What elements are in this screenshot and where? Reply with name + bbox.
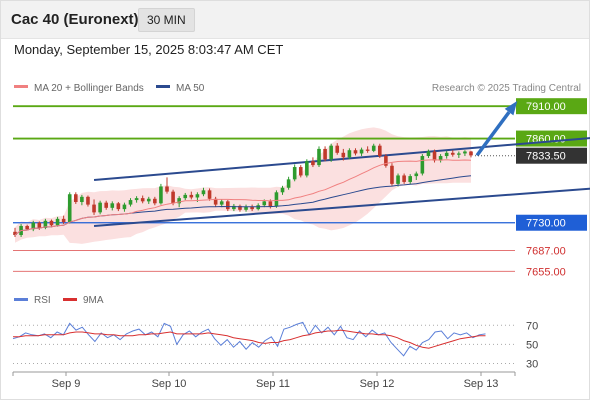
candle-body <box>451 153 455 155</box>
candle-body <box>74 194 78 202</box>
candle-body <box>123 205 127 210</box>
candle-body <box>262 201 266 205</box>
candle-body <box>104 203 108 208</box>
candle-body <box>202 190 206 194</box>
candle-body <box>171 192 175 204</box>
candle-body <box>329 146 333 160</box>
candle-body <box>153 199 157 204</box>
rsi-tick-label: 70 <box>526 320 538 332</box>
candle-body <box>366 150 370 151</box>
candle-body <box>354 150 358 153</box>
candle-body <box>220 201 224 204</box>
candle-body <box>269 201 273 206</box>
projection-arrow <box>477 112 509 155</box>
candle-body <box>390 166 394 184</box>
candle-body <box>427 152 431 157</box>
candle-body <box>457 153 461 154</box>
candle-body <box>402 175 406 181</box>
candle-body <box>378 146 382 156</box>
candle-body <box>92 205 96 213</box>
candle-body <box>165 186 169 191</box>
candle-body <box>117 203 121 209</box>
candle-body <box>226 201 230 209</box>
bollinger-band-fill <box>15 127 471 243</box>
x-tick-label: Sep 10 <box>152 378 187 390</box>
candle-body <box>445 153 449 156</box>
ma50-legend-label: MA 50 <box>176 83 205 94</box>
candle-body <box>62 219 66 222</box>
x-tick-label: Sep 12 <box>360 378 395 390</box>
rsi-ma-legend-label: 9MA <box>83 295 104 306</box>
rsi-tick-label: 30 <box>526 358 538 370</box>
x-tick-label: Sep 9 <box>52 378 81 390</box>
candle-body <box>141 198 145 201</box>
rsi-panel: RSI 9MA 70 50 30 <box>13 295 538 370</box>
copyright-text: Research © 2025 Trading Central <box>432 83 581 94</box>
candle-body <box>287 179 291 187</box>
candle-body <box>129 200 133 205</box>
candle-body <box>396 175 400 183</box>
ma20-legend-label: MA 20 + Bollinger Bands <box>34 83 144 94</box>
candle-body <box>414 174 418 177</box>
rsi-legend-label: RSI <box>34 295 51 306</box>
ma50-legend-swatch <box>156 85 170 88</box>
candle-body <box>56 219 60 225</box>
candle-body <box>208 190 212 198</box>
candle-body <box>183 195 187 198</box>
candle-body <box>80 197 84 202</box>
x-axis: Sep 9 Sep 10 Sep 11 Sep 12 Sep 13 <box>13 372 515 390</box>
candle-body <box>372 146 376 151</box>
candle-body <box>86 197 90 205</box>
candle-body <box>305 161 309 175</box>
candle-body <box>421 156 425 173</box>
candle-body <box>311 161 315 165</box>
candle-body <box>469 152 473 156</box>
last-price-label: 7833.50 <box>526 151 566 163</box>
x-tick-label: Sep 11 <box>256 378 290 390</box>
chart-legend: MA 20 + Bollinger Bands MA 50 Research ©… <box>14 83 581 94</box>
candle-body <box>342 153 346 158</box>
candle-body <box>147 199 151 202</box>
candle-body <box>50 221 54 226</box>
rsi-ma-legend-swatch <box>63 298 77 301</box>
price-panel: 7910.007860.007730.007687.007655.007833.… <box>13 98 590 278</box>
candle-body <box>323 149 327 159</box>
candle-body <box>360 150 364 154</box>
rsi-legend-swatch <box>14 298 28 301</box>
resistance-price-label: 7910.00 <box>526 101 566 113</box>
candle-body <box>38 223 42 228</box>
candle-body <box>463 152 467 154</box>
candle-body <box>25 226 29 229</box>
candle-body <box>299 167 303 175</box>
candle-body <box>281 188 285 193</box>
candle-body <box>348 150 352 157</box>
rsi-tick-label: 50 <box>526 339 538 351</box>
candle-body <box>196 194 200 197</box>
support_minor-price-label: 7687.00 <box>526 246 566 258</box>
candle-body <box>98 203 102 213</box>
candle-body <box>190 195 194 198</box>
candle-body <box>275 192 279 206</box>
support-price-label: 7730.00 <box>526 218 566 230</box>
candle-body <box>293 167 297 179</box>
candle-body <box>135 198 139 200</box>
x-tick-label: Sep 13 <box>464 378 499 390</box>
candle-body <box>408 176 412 182</box>
candle-body <box>68 194 72 222</box>
candle-body <box>159 186 163 203</box>
candle-body <box>317 149 321 165</box>
candle-body <box>335 146 339 153</box>
candle-body <box>110 203 114 208</box>
ma20-legend-swatch <box>14 85 28 88</box>
rsi-line <box>13 322 486 355</box>
support_minor-price-label: 7655.00 <box>526 266 566 278</box>
